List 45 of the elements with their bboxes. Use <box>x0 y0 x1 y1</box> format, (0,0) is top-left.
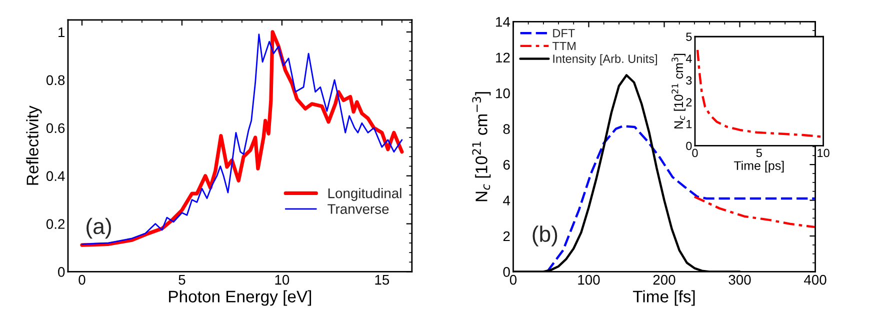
x-axis-title: Time [fs] <box>632 290 695 306</box>
y-tick-label: 4 <box>686 54 692 63</box>
y-tick-label: 0 <box>503 267 510 277</box>
y-tick-label: 10 <box>496 88 510 98</box>
x-tick-label: 0 <box>510 274 517 285</box>
x-tick-label: 10 <box>275 274 290 285</box>
annotation: (a) <box>86 218 111 239</box>
y-tick-label: 0.8 <box>46 75 65 86</box>
legend-label: Longitudinal <box>328 188 402 201</box>
x-tick-label: 0 <box>78 274 86 285</box>
y-tick-label: 14 <box>496 17 510 27</box>
y-axis-title: Reflectivity <box>26 106 42 185</box>
y-tick-label: 4 <box>503 196 510 206</box>
y-axis-title: N$_{c}$ [10$^{21}$ cm$^{−3}$] <box>472 92 491 202</box>
x-tick-label: 200 <box>653 274 676 285</box>
y-tick-label: 0 <box>58 267 65 277</box>
y-tick-label: 1 <box>58 27 65 37</box>
y-tick-label: 12 <box>496 52 510 62</box>
x-tick-label: 100 <box>578 274 600 285</box>
y-tick-label: 0.4 <box>46 171 65 181</box>
y-tick-label: 0.6 <box>46 123 65 134</box>
y-tick-label: 5 <box>686 32 692 42</box>
x-tick-label: 300 <box>728 274 751 285</box>
y-tick-label: 2 <box>503 231 510 242</box>
x-tick-label: 5 <box>756 148 762 158</box>
x-axis-title: Photon Energy [eV] <box>169 290 312 306</box>
x-tick-label: 400 <box>804 274 826 285</box>
legend-label: TTM <box>552 42 576 50</box>
y-tick-label: 0.2 <box>46 219 65 229</box>
y-tick-label: 1 <box>686 120 692 128</box>
x-tick-label: 15 <box>375 275 390 285</box>
y-tick-label: 2 <box>686 98 692 106</box>
legend-label: Tranverse <box>328 204 389 214</box>
x-axis-title: Time [ps] <box>734 160 784 173</box>
y-tick-label: 3 <box>686 76 692 85</box>
x-tick-label: 0 <box>692 148 698 158</box>
y-tick-label: 0 <box>686 142 692 150</box>
annotation: (b) <box>532 226 558 246</box>
legend-label: Intensity [Arb. Units] <box>553 54 657 66</box>
y-tick-label: 8 <box>503 124 510 134</box>
x-tick-label: 10 <box>818 148 830 158</box>
x-tick-label: 5 <box>178 275 186 285</box>
y-axis-title: N$_{c}$ [10$^{21}$ cm$^{3}$] <box>672 54 686 128</box>
legend-label: DFT <box>553 29 575 38</box>
y-tick-label: 6 <box>503 160 510 170</box>
